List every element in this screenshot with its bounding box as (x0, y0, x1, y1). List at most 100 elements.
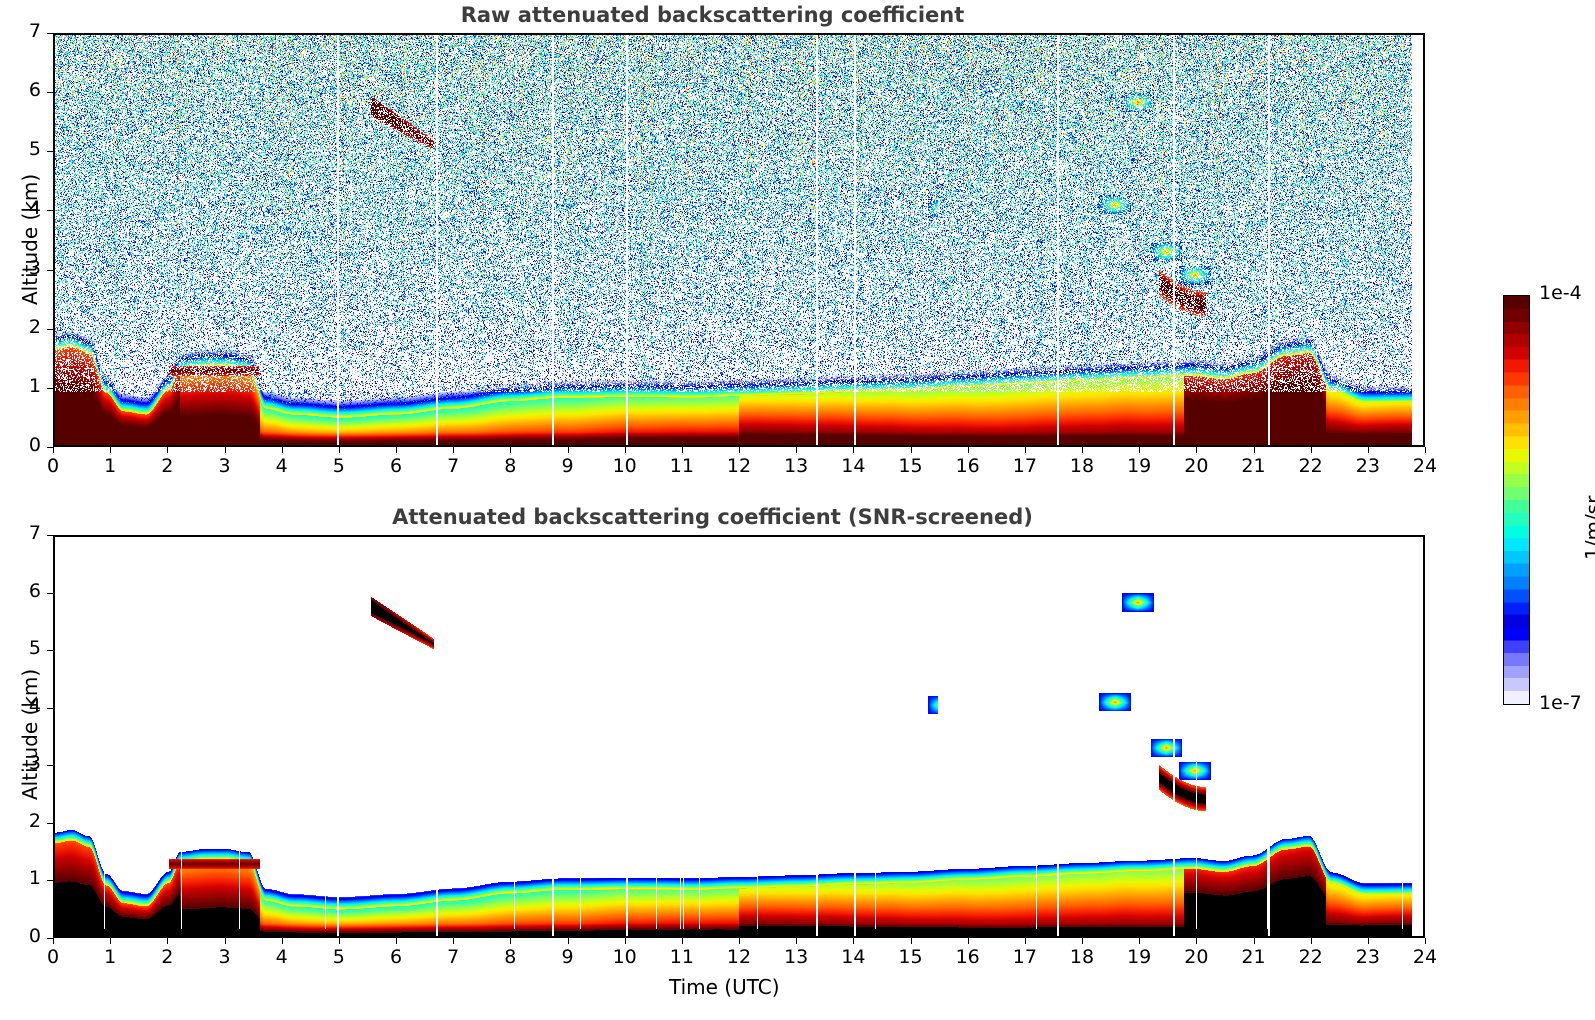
x-tick-label: 5 (332, 946, 345, 968)
panel-title-screened: Attenuated backscattering coefficient (S… (392, 505, 1033, 529)
x-tick (1310, 447, 1312, 453)
y-tick-label: 2 (28, 809, 41, 832)
x-tick (510, 447, 512, 453)
x-tick (1139, 938, 1141, 944)
y-tick (47, 650, 53, 652)
heatmap-canvas-raw (55, 35, 1423, 445)
y-tick-label: 2 (28, 315, 41, 338)
x-tick (796, 938, 798, 944)
x-tick (510, 938, 512, 944)
x-tick (281, 938, 283, 944)
x-tick-label: 15 (898, 946, 923, 968)
y-tick-label: 4 (28, 197, 41, 220)
x-tick (739, 447, 740, 453)
x-tick-label: 19 (1127, 455, 1152, 477)
x-tick (910, 447, 912, 453)
x-tick (338, 447, 340, 453)
x-tick-label: 16 (955, 455, 980, 477)
x-tick (1082, 938, 1083, 944)
x-tick (1253, 938, 1255, 944)
y-axis-label-raw: Altitude (km) (18, 173, 42, 305)
x-tick-label: 17 (1012, 946, 1037, 968)
x-tick-label: 18 (1069, 455, 1095, 477)
x-tick-label: 0 (46, 946, 60, 968)
x-tick (1139, 447, 1141, 453)
y-tick (47, 535, 53, 536)
y-tick (47, 387, 53, 389)
x-tick (224, 447, 226, 453)
x-tick-label: 3 (218, 455, 231, 477)
y-tick (47, 880, 53, 882)
x-tick-label: 1 (104, 946, 117, 968)
y-tick-label: 5 (28, 138, 41, 161)
y-tick (47, 822, 53, 824)
x-tick-label: 12 (726, 946, 752, 968)
x-tick-label: 9 (561, 946, 574, 968)
x-tick-label: 15 (898, 455, 923, 477)
y-tick (47, 765, 53, 767)
y-tick-label: 1 (28, 374, 41, 397)
plot-area-screened (53, 535, 1425, 938)
x-tick-label: 22 (1298, 946, 1323, 968)
x-tick-label: 24 (1412, 455, 1438, 477)
x-tick-label: 21 (1241, 455, 1266, 477)
colorbar-max-label: 1e-4 (1539, 282, 1582, 304)
x-tick-label: 1 (104, 455, 117, 477)
x-tick (967, 938, 969, 944)
x-tick (624, 447, 626, 453)
x-tick-label: 3 (218, 946, 231, 968)
y-tick (47, 210, 53, 212)
x-tick (224, 938, 226, 944)
y-tick (47, 328, 53, 330)
y-tick-label: 0 (28, 434, 41, 456)
x-tick (167, 447, 169, 453)
colorbar-unit-label: 1/m/sr (1581, 495, 1595, 560)
heatmap-canvas-screened (55, 537, 1423, 936)
x-tick-label: 21 (1241, 946, 1266, 968)
x-tick (1367, 447, 1369, 453)
x-tick-label: 4 (275, 455, 288, 477)
x-tick-label: 18 (1069, 946, 1095, 968)
x-tick (453, 447, 455, 453)
x-tick (110, 938, 112, 944)
x-tick-label: 20 (1184, 946, 1209, 968)
x-tick (167, 938, 169, 944)
y-tick (47, 592, 53, 594)
y-tick-label: 7 (28, 20, 41, 42)
x-tick-label: 5 (332, 455, 345, 477)
y-tick-label: 5 (28, 637, 41, 660)
y-tick-label: 1 (28, 867, 41, 890)
y-tick-label: 3 (28, 256, 41, 279)
x-tick-label: 14 (841, 455, 866, 477)
x-tick (739, 938, 740, 944)
x-tick (1253, 447, 1255, 453)
x-tick-label: 14 (841, 946, 866, 968)
x-tick-label: 23 (1355, 455, 1380, 477)
x-tick-label: 8 (504, 946, 517, 968)
x-tick (681, 447, 683, 453)
x-tick (1196, 938, 1198, 944)
x-tick (453, 938, 455, 944)
y-tick (47, 938, 53, 939)
x-tick (967, 447, 969, 453)
y-tick (47, 269, 53, 271)
x-tick (853, 938, 855, 944)
y-tick-label: 6 (28, 79, 41, 102)
x-tick-label: 17 (1012, 455, 1037, 477)
x-tick (796, 447, 798, 453)
y-tick-label: 6 (28, 579, 41, 602)
x-tick-label: 4 (275, 946, 288, 968)
x-tick (1196, 447, 1198, 453)
y-tick-label: 4 (28, 694, 41, 717)
x-tick-label: 9 (561, 455, 574, 477)
x-tick (567, 447, 569, 453)
x-tick-label: 16 (955, 946, 980, 968)
y-tick-label: 7 (28, 522, 41, 544)
y-tick (47, 92, 53, 94)
x-tick-label: 22 (1298, 455, 1323, 477)
x-tick (396, 447, 397, 453)
x-tick-label: 8 (504, 455, 517, 477)
colorbar-min-label: 1e-7 (1539, 692, 1582, 714)
x-tick-label: 23 (1355, 946, 1380, 968)
